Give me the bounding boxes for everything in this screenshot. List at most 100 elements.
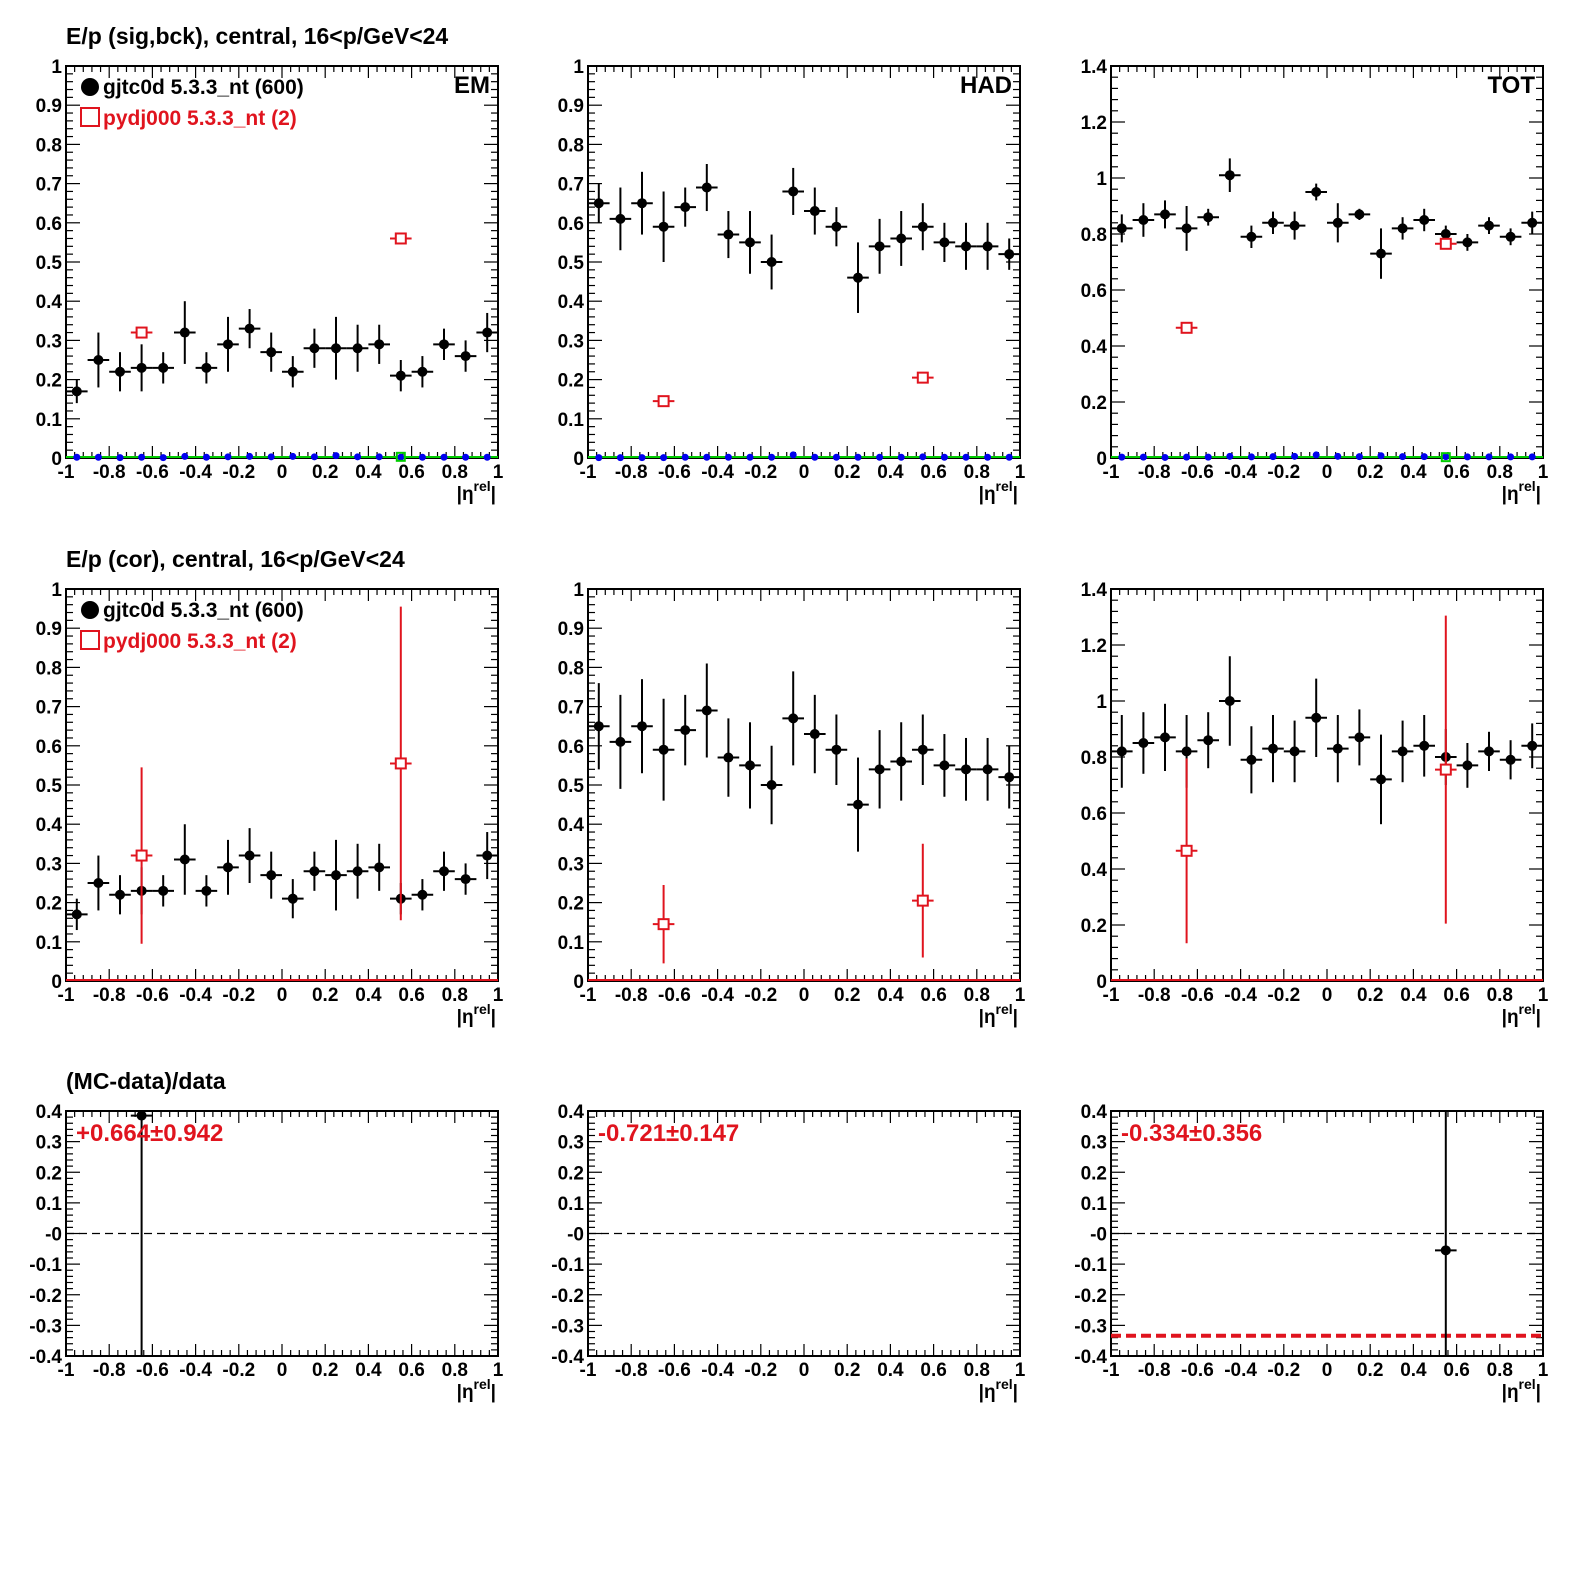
series-data xyxy=(1111,656,1543,825)
data-point xyxy=(1289,746,1300,757)
x-tick-label: 0 xyxy=(1322,1360,1333,1381)
x-tick-label: -0.2 xyxy=(1267,462,1300,483)
data-point xyxy=(1505,231,1516,242)
data-point xyxy=(201,885,212,896)
mc-point xyxy=(1439,237,1452,250)
x-axis-label: |ηrel| xyxy=(979,478,1018,505)
data-point xyxy=(352,343,363,354)
bkg-data-point xyxy=(1485,453,1493,461)
x-tick-label: 0 xyxy=(799,462,810,483)
y-tick-label: -0.1 xyxy=(1074,1255,1107,1276)
data-point xyxy=(158,362,169,373)
bkg-data-point xyxy=(1463,453,1471,461)
data-point xyxy=(439,866,449,877)
x-tick-label: 0.8 xyxy=(964,462,990,483)
y-tick-label: 0.4 xyxy=(558,1102,585,1123)
data-point xyxy=(1332,217,1343,228)
bkg-data-point xyxy=(1355,453,1363,461)
bkg-data-point xyxy=(181,452,189,460)
x-tick-label: 0 xyxy=(799,1360,810,1381)
bkg-data-point xyxy=(1420,453,1428,461)
mc-point xyxy=(135,849,148,862)
series-mc xyxy=(130,232,412,339)
y-tick-label: 1.4 xyxy=(1081,57,1108,78)
bkg-data-point xyxy=(1528,453,1536,461)
x-tick-label: 0.2 xyxy=(312,1360,338,1381)
data-point xyxy=(1354,732,1365,743)
bkg-data-point xyxy=(660,454,668,462)
legend-data-marker xyxy=(81,78,99,96)
x-tick-label: 0.2 xyxy=(312,462,338,483)
bkg-data-point xyxy=(811,453,819,461)
x-axis-label: |ηrel| xyxy=(1502,1376,1541,1403)
x-tick-label: 0.4 xyxy=(355,1360,382,1381)
y-tick-label: 1 xyxy=(51,57,62,78)
data-point xyxy=(1203,735,1214,746)
x-tick-label: 0.8 xyxy=(442,985,468,1006)
data-point xyxy=(766,257,777,267)
x-tick-label: -0.6 xyxy=(658,985,691,1006)
x-tick-label: -0.8 xyxy=(1138,462,1171,483)
y-tick-label: -0.1 xyxy=(551,1255,584,1276)
y-tick-label: 1.2 xyxy=(1081,636,1107,657)
data-point xyxy=(1268,743,1278,754)
series-mc xyxy=(652,843,934,964)
bkg-data-point xyxy=(202,453,210,461)
series-data xyxy=(66,824,498,931)
mc-point xyxy=(916,371,929,384)
x-tick-label: -0.4 xyxy=(179,1360,212,1381)
data-point xyxy=(1311,187,1322,197)
data-point xyxy=(201,362,212,373)
data-point xyxy=(939,760,950,771)
panel-sig-tot: -1 -0.8 -0.6 -0.4 -0.2 0 0.2 0.4 0.6 0.8 1|ηrel|00… xyxy=(1081,57,1549,505)
x-tick-label: -0.4 xyxy=(701,462,734,483)
data-point xyxy=(244,850,255,861)
y-tick-label: -0 xyxy=(567,1225,584,1246)
bkg-data-point xyxy=(616,454,624,462)
series-data xyxy=(1435,1111,1457,1356)
x-tick-label: -0.8 xyxy=(615,462,648,483)
bkg-data-point xyxy=(332,452,340,460)
y-tick-label: 0.3 xyxy=(1081,1133,1107,1154)
data-point xyxy=(593,198,604,209)
y-tick-label: 0.4 xyxy=(558,815,585,836)
y-tick-label: 1 xyxy=(573,57,584,78)
series-bkg_data xyxy=(73,452,491,462)
x-tick-label: -1 xyxy=(1103,985,1120,1006)
data-point xyxy=(1004,249,1015,260)
y-tick-label: -0.1 xyxy=(29,1255,62,1276)
data-point xyxy=(680,725,691,736)
data-point xyxy=(460,351,471,362)
bkg-data-point xyxy=(159,454,167,462)
data-point xyxy=(1484,220,1494,231)
y-tick-label: 0 xyxy=(1096,449,1107,470)
x-tick-label: 0 xyxy=(277,1360,288,1381)
y-tick-label: 1.4 xyxy=(1081,580,1108,601)
y-tick-label: 0.1 xyxy=(1081,1194,1108,1215)
panel-cor-em: -1 -0.8 -0.6 -0.4 -0.2 0 0.2 0.4 0.6 0.8 1|ηrel|00… xyxy=(36,580,504,1028)
y-tick-label: 0.6 xyxy=(558,737,584,758)
x-tick-label: -0.8 xyxy=(1138,985,1171,1006)
bkg-data-point xyxy=(462,453,470,461)
bkg-data-point xyxy=(1269,453,1277,461)
data-point xyxy=(460,874,471,885)
data-point xyxy=(1462,760,1473,771)
x-tick-label: -0.8 xyxy=(93,1360,126,1381)
x-tick-label: -1 xyxy=(1103,1360,1120,1381)
data-point xyxy=(939,237,950,248)
bkg-data-point xyxy=(789,451,797,459)
x-tick-label: -0.6 xyxy=(136,462,169,483)
data-point xyxy=(658,221,669,232)
data-point xyxy=(658,744,669,755)
y-tick-label: 0.8 xyxy=(558,135,584,156)
data-point xyxy=(853,799,863,810)
y-tick-label: 0.6 xyxy=(1081,281,1107,302)
data-point xyxy=(417,889,428,900)
data-point xyxy=(896,233,907,244)
x-tick-label: -0.6 xyxy=(136,1360,169,1381)
bkg-mc-point xyxy=(1440,452,1451,463)
data-point xyxy=(809,729,820,740)
y-tick-label: 0.4 xyxy=(558,292,585,313)
x-tick-label: 0.2 xyxy=(834,1360,860,1381)
data-point xyxy=(766,780,777,790)
